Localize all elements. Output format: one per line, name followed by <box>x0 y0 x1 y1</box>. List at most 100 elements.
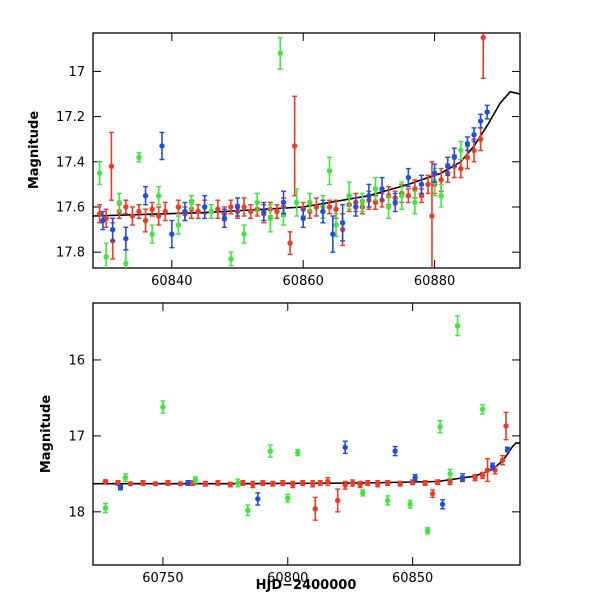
marker <box>235 480 241 486</box>
marker <box>431 170 438 176</box>
bottom-red-data-point <box>335 488 341 513</box>
bottom-green-data-point <box>454 315 461 337</box>
bottom-red-data-point <box>312 496 318 521</box>
top-blue-data-point <box>445 156 451 177</box>
marker <box>379 186 385 192</box>
top-ytick-label: 17.8 <box>56 246 85 261</box>
top-green-data-point <box>103 242 109 268</box>
top-red-data-point <box>274 204 280 219</box>
bottom-blue-data-point <box>504 446 511 453</box>
marker <box>202 481 209 487</box>
top-green-data-point <box>241 224 247 244</box>
marker <box>477 136 484 142</box>
bottom-xtick-label: 60850 <box>392 571 433 586</box>
bottom-red-data-point <box>177 481 184 487</box>
marker <box>255 496 261 502</box>
marker <box>300 215 306 221</box>
bottom-green-data-point <box>447 468 453 480</box>
bottom-red-data-point <box>479 471 486 480</box>
marker <box>293 199 300 206</box>
bottom-red-data-point <box>310 480 316 488</box>
bottom-red-data-point <box>227 481 234 488</box>
marker <box>479 406 486 413</box>
top-red-data-point <box>241 197 247 217</box>
top-xtick-label: 60880 <box>414 274 455 289</box>
marker <box>245 507 251 514</box>
top-blue-data-point <box>339 204 346 242</box>
top-blue-data-point <box>392 192 398 213</box>
top-red-data-point <box>108 131 115 201</box>
marker <box>100 217 106 224</box>
marker <box>277 50 283 57</box>
marker <box>208 208 214 215</box>
bottom-green-data-point <box>102 502 109 514</box>
marker <box>280 199 287 206</box>
marker <box>96 170 103 176</box>
top-green-data-point <box>228 251 234 267</box>
bottom-red-data-point <box>384 480 391 486</box>
bottom-ytick-label: 17 <box>68 429 85 444</box>
top-blue-data-point <box>379 176 385 201</box>
marker <box>254 199 260 206</box>
top-red-data-point <box>175 199 182 215</box>
top-green-data-point <box>149 224 155 244</box>
top-blue-data-point <box>280 190 287 215</box>
marker <box>102 505 109 511</box>
marker <box>116 199 122 206</box>
marker <box>429 213 435 219</box>
marker <box>142 217 149 224</box>
top-blue-data-point <box>169 219 175 249</box>
marker <box>290 481 296 488</box>
marker <box>438 192 444 199</box>
bottom-red-data-point <box>397 480 403 487</box>
top-green-data-point <box>333 213 339 238</box>
bottom-green-data-point <box>160 400 166 414</box>
bottom-red-data-point <box>102 478 109 485</box>
marker <box>335 497 341 504</box>
bottom-light-curve-panel: 60750 60800 60850 16 17 18 Magnitude HJD−2400… <box>39 302 521 593</box>
marker <box>312 506 318 512</box>
marker <box>392 448 398 454</box>
top-blue-data-point <box>123 226 129 251</box>
marker <box>182 208 188 215</box>
bottom-red-data-point <box>115 480 121 486</box>
bottom-red-data-point <box>152 481 159 487</box>
marker <box>504 446 511 453</box>
top-blue-data-point <box>451 147 458 168</box>
top-red-data-point <box>405 188 412 204</box>
marker <box>142 192 149 199</box>
top-green-data-point <box>326 156 333 186</box>
top-green-data-point <box>458 140 464 161</box>
marker <box>333 206 339 212</box>
top-model-curve <box>93 90 520 217</box>
bottom-xtick-label: 60750 <box>142 571 183 586</box>
top-blue-data-point <box>353 197 359 217</box>
top-blue-data-point <box>484 104 490 120</box>
marker <box>484 467 491 473</box>
marker <box>342 482 348 488</box>
marker <box>136 154 142 160</box>
top-blue-data-point <box>261 201 267 222</box>
marker <box>339 220 346 226</box>
marker <box>405 174 412 181</box>
marker <box>392 199 398 206</box>
marker <box>439 501 446 507</box>
marker <box>192 477 199 483</box>
top-green-data-point <box>385 194 392 219</box>
bottom-red-data-point <box>374 480 381 488</box>
top-green-data-point <box>96 161 103 186</box>
marker <box>241 231 247 237</box>
marker <box>280 480 286 486</box>
top-blue-data-point <box>182 201 188 222</box>
bottom-red-data-point <box>342 480 348 490</box>
marker <box>152 481 159 487</box>
top-blue-data-point <box>431 163 438 183</box>
bottom-blue-data-point <box>392 445 398 457</box>
marker <box>447 478 453 485</box>
top-blue-data-point <box>142 185 149 206</box>
top-green-data-point <box>346 181 352 210</box>
bottom-red-data-point <box>364 480 371 486</box>
top-red-data-point <box>313 197 320 217</box>
top-red-data-point <box>287 231 293 256</box>
top-red-data-point <box>136 204 142 219</box>
